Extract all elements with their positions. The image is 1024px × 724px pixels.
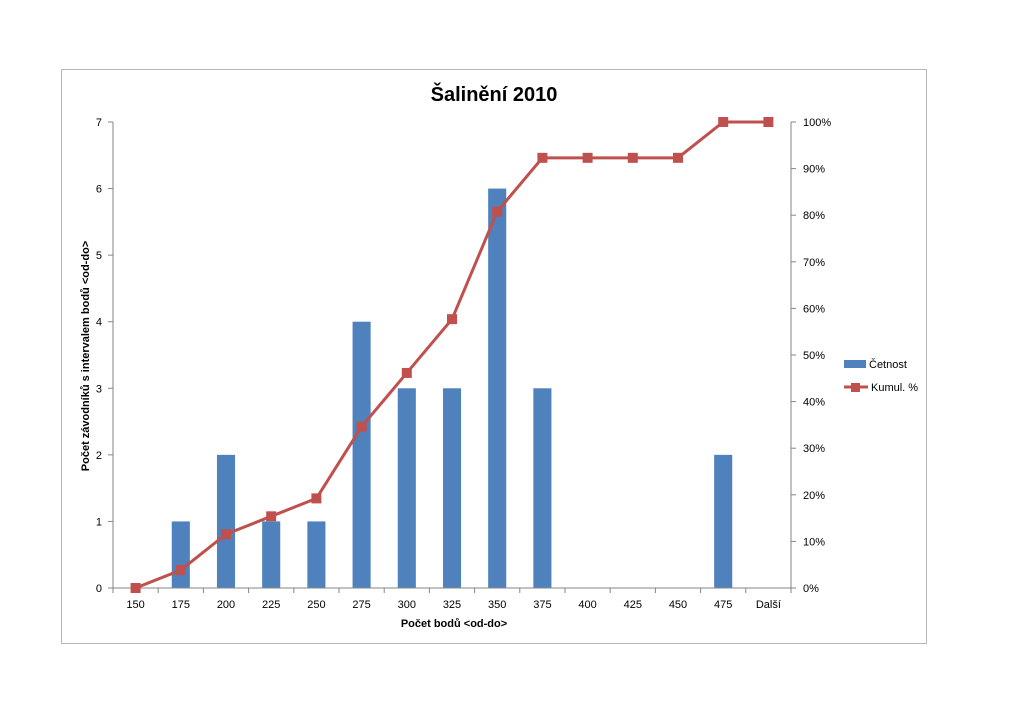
x-tick-label-400: 400 bbox=[578, 599, 596, 611]
bar-225 bbox=[262, 521, 281, 588]
y-tick-label-6: 6 bbox=[96, 184, 102, 196]
y2-tick-label-5: 50% bbox=[803, 350, 825, 362]
chart-area: Šalinění 2010 Počet závodníků s interval… bbox=[61, 69, 927, 644]
cumulative-marker-300 bbox=[401, 367, 412, 378]
legend-marker-kumul bbox=[851, 383, 860, 392]
y-tick-label-5: 5 bbox=[96, 250, 102, 262]
y-tick-label-3: 3 bbox=[96, 383, 102, 395]
x-tick-label-475: 475 bbox=[714, 599, 732, 611]
y2-tick-label-6: 60% bbox=[803, 303, 825, 315]
y2-tick-label-0: 0% bbox=[803, 583, 819, 595]
bars-group bbox=[171, 188, 733, 589]
y2-tick-label-9: 90% bbox=[803, 164, 825, 176]
chart-title: Šalinění 2010 bbox=[431, 82, 558, 106]
cumulative-marker-475 bbox=[718, 117, 729, 127]
y2-tick-label-10: 100% bbox=[803, 117, 831, 129]
x-axis-title: Počet bodů <od-do> bbox=[401, 618, 507, 630]
x-tick-label-Další: Další bbox=[756, 599, 781, 611]
legend-label-cetnost: Četnost bbox=[869, 358, 907, 371]
x-tick-label-425: 425 bbox=[624, 599, 642, 611]
bar-275 bbox=[352, 321, 371, 588]
bar-200 bbox=[216, 454, 236, 588]
legend-label-kumul: Kumul. % bbox=[871, 382, 918, 394]
x-tick-label-450: 450 bbox=[669, 599, 687, 611]
cumulative-line-group bbox=[130, 117, 774, 593]
y2-tick-label-7: 70% bbox=[803, 257, 825, 269]
legend: Četnost Kumul. % bbox=[844, 358, 918, 394]
x-tick-label-325: 325 bbox=[443, 599, 461, 611]
x-tick-label-225: 225 bbox=[262, 599, 280, 611]
y2-tick-label-1: 10% bbox=[803, 536, 825, 548]
cumulative-marker-325 bbox=[447, 314, 457, 325]
legend-swatch-cetnost bbox=[844, 360, 866, 368]
cumulative-marker-Další bbox=[763, 117, 774, 127]
cumulative-marker-200 bbox=[221, 529, 231, 540]
cumulative-marker-150 bbox=[130, 583, 141, 593]
bar-325 bbox=[442, 388, 462, 588]
bar-250 bbox=[307, 521, 326, 588]
cumulative-marker-250 bbox=[311, 493, 322, 504]
x-tick-label-300: 300 bbox=[398, 599, 416, 611]
cumulative-marker-275 bbox=[356, 421, 367, 432]
y-tick-label-0: 0 bbox=[96, 583, 102, 595]
y-tick-label-7: 7 bbox=[96, 117, 102, 129]
x-tick-label-350: 350 bbox=[488, 599, 506, 611]
y-axis-title: Počet závodníků s intervalem bodů <od-do… bbox=[80, 241, 92, 471]
y-tick-label-2: 2 bbox=[96, 450, 102, 462]
cumulative-marker-375 bbox=[537, 152, 548, 163]
bar-375 bbox=[533, 388, 552, 588]
y2-tick-label-3: 30% bbox=[803, 443, 825, 455]
cumulative-marker-425 bbox=[627, 152, 638, 163]
cumulative-marker-175 bbox=[175, 565, 186, 576]
y-tick-label-1: 1 bbox=[96, 516, 102, 528]
cumulative-marker-225 bbox=[266, 511, 277, 522]
x-tick-label-375: 375 bbox=[533, 599, 551, 611]
bar-300 bbox=[397, 388, 416, 588]
y2-tick-label-4: 40% bbox=[803, 397, 825, 409]
cumulative-marker-450 bbox=[673, 152, 683, 163]
x-tick-label-200: 200 bbox=[217, 599, 235, 611]
cumulative-marker-400 bbox=[582, 152, 593, 163]
x-tick-label-250: 250 bbox=[307, 599, 325, 611]
bar-350 bbox=[488, 188, 507, 589]
cumulative-marker-350 bbox=[492, 206, 503, 217]
bar-175 bbox=[171, 521, 190, 588]
bar-475 bbox=[714, 454, 733, 588]
y2-tick-label-2: 20% bbox=[803, 490, 825, 502]
x-tick-label-150: 150 bbox=[126, 599, 144, 611]
x-tick-label-275: 275 bbox=[352, 599, 370, 611]
x-tick-label-175: 175 bbox=[172, 599, 190, 611]
y-tick-label-4: 4 bbox=[96, 317, 102, 329]
y2-tick-label-8: 80% bbox=[803, 210, 825, 222]
axes-group: 012345670%10%20%30%40%50%60%70%80%90%100… bbox=[96, 117, 831, 611]
chart-svg: Šalinění 2010 Počet závodníků s interval… bbox=[80, 82, 918, 630]
